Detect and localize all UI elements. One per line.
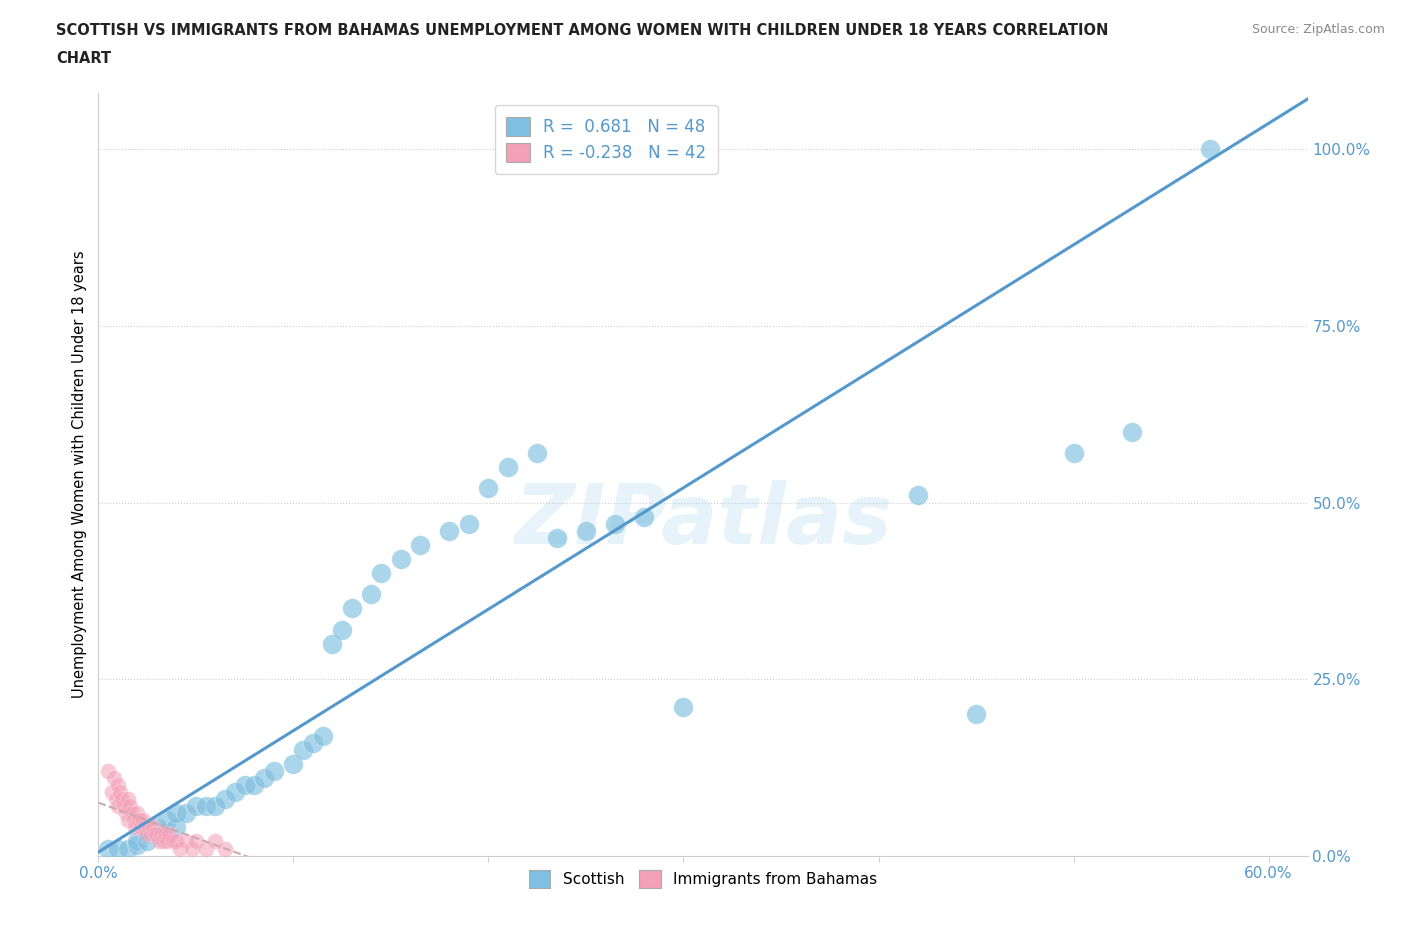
Point — [340, 601, 363, 616]
Point — [263, 764, 285, 778]
Point — [292, 742, 315, 757]
Point — [146, 827, 169, 842]
Point — [136, 827, 159, 842]
Point — [283, 756, 305, 771]
Point — [194, 841, 217, 856]
Point — [605, 516, 627, 531]
Point — [233, 777, 256, 792]
Text: CHART: CHART — [56, 51, 111, 66]
Point — [136, 827, 159, 842]
Point — [204, 834, 226, 849]
Point — [458, 516, 481, 531]
Text: ZIPatlas: ZIPatlas — [515, 480, 891, 561]
Point — [389, 551, 412, 566]
Point — [117, 813, 139, 828]
Point — [907, 488, 929, 503]
Point — [136, 834, 159, 849]
Point — [253, 770, 276, 785]
Point — [112, 799, 135, 814]
Point — [156, 834, 179, 849]
Point — [321, 636, 343, 651]
Legend: Scottish, Immigrants from Bahamas: Scottish, Immigrants from Bahamas — [523, 864, 883, 894]
Point — [477, 481, 499, 496]
Point — [165, 834, 187, 849]
Point — [108, 785, 131, 800]
Point — [139, 827, 162, 842]
Point — [121, 805, 143, 820]
Point — [146, 827, 169, 842]
Point — [174, 834, 197, 849]
Point — [575, 524, 598, 538]
Point — [214, 791, 236, 806]
Point — [132, 813, 155, 828]
Point — [134, 820, 156, 835]
Point — [526, 445, 548, 460]
Point — [165, 805, 187, 820]
Point — [107, 777, 129, 792]
Point — [118, 799, 141, 814]
Point — [496, 459, 519, 474]
Point — [107, 799, 129, 814]
Point — [1063, 445, 1085, 460]
Point — [409, 538, 432, 552]
Point — [146, 820, 169, 835]
Point — [128, 813, 150, 828]
Point — [149, 827, 172, 842]
Point — [204, 799, 226, 814]
Point — [162, 834, 184, 849]
Point — [127, 805, 149, 820]
Y-axis label: Unemployment Among Women with Children Under 18 years: Unemployment Among Women with Children U… — [72, 250, 87, 698]
Point — [152, 834, 174, 849]
Point — [1199, 142, 1222, 157]
Point — [143, 827, 166, 842]
Point — [174, 805, 197, 820]
Point — [157, 827, 180, 842]
Point — [165, 820, 187, 835]
Point — [131, 820, 153, 835]
Point — [104, 791, 127, 806]
Point — [370, 565, 392, 580]
Point — [194, 799, 217, 814]
Point — [312, 728, 335, 743]
Point — [633, 510, 655, 525]
Point — [214, 841, 236, 856]
Point — [97, 841, 120, 856]
Point — [97, 764, 120, 778]
Point — [148, 834, 170, 849]
Point — [107, 841, 129, 856]
Point — [439, 524, 461, 538]
Point — [127, 834, 149, 849]
Point — [169, 841, 191, 856]
Point — [156, 813, 179, 828]
Point — [117, 841, 139, 856]
Point — [302, 736, 325, 751]
Point — [101, 785, 124, 800]
Point — [360, 587, 382, 602]
Point — [224, 785, 246, 800]
Point — [114, 805, 136, 820]
Point — [127, 838, 149, 853]
Point — [117, 791, 139, 806]
Point — [103, 770, 125, 785]
Point — [184, 834, 207, 849]
Point — [184, 799, 207, 814]
Point — [181, 841, 204, 856]
Point — [672, 700, 695, 715]
Point — [153, 827, 176, 842]
Text: SCOTTISH VS IMMIGRANTS FROM BAHAMAS UNEMPLOYMENT AMONG WOMEN WITH CHILDREN UNDER: SCOTTISH VS IMMIGRANTS FROM BAHAMAS UNEM… — [56, 23, 1108, 38]
Point — [142, 820, 165, 835]
Text: Source: ZipAtlas.com: Source: ZipAtlas.com — [1251, 23, 1385, 36]
Point — [1121, 424, 1143, 439]
Point — [546, 530, 568, 545]
Point — [243, 777, 266, 792]
Point — [111, 791, 134, 806]
Point — [965, 707, 987, 722]
Point — [138, 820, 160, 835]
Point — [330, 622, 353, 637]
Point — [124, 820, 146, 835]
Point — [122, 813, 145, 828]
